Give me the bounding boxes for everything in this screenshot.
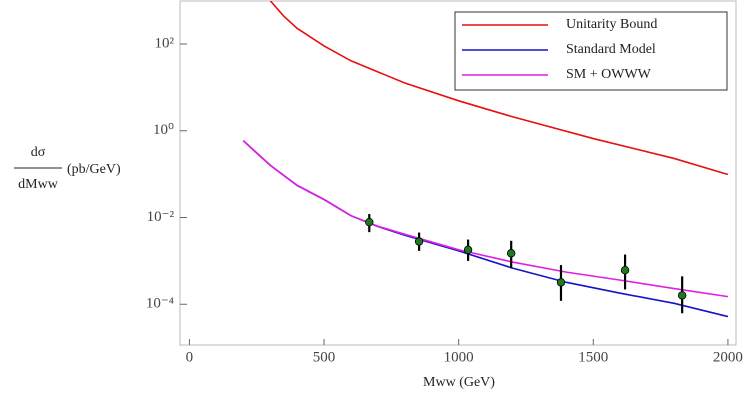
- data-point: [620, 265, 630, 275]
- data-point: [365, 217, 374, 227]
- y-label-unit: (pb/GeV): [67, 162, 121, 177]
- data-point: [556, 278, 566, 287]
- legend-label: SM + OWWW: [566, 67, 652, 82]
- line: [242, 140, 729, 318]
- line: [269, 1, 729, 176]
- y-tick-label: 10⁻²: [147, 209, 175, 225]
- data-point: [463, 245, 473, 255]
- data-point: [414, 237, 424, 246]
- plot-frame: [179, 0, 737, 346]
- x-tick-label: 0: [186, 349, 194, 365]
- y-label-denominator: dMww: [18, 177, 59, 192]
- x-tick-label: 500: [313, 349, 336, 365]
- data-point: [677, 291, 687, 300]
- legend-label: Standard Model: [566, 42, 656, 57]
- data-point: [506, 249, 516, 258]
- x-tick-label: 2000: [713, 349, 743, 365]
- x-label: Mww (GeV): [423, 375, 495, 390]
- y-tick-label: 10⁰: [153, 122, 174, 138]
- legend-label: Unitarity Bound: [566, 17, 657, 32]
- x-tick-label: 1000: [444, 349, 474, 365]
- y-tick-label: 10²: [155, 35, 175, 51]
- y-tick-label: 10⁻⁴: [146, 296, 174, 312]
- x-tick-label: 1500: [578, 349, 608, 365]
- plot-area: [242, 1, 729, 318]
- line: [242, 140, 729, 298]
- y-label-numerator: dσ: [31, 145, 46, 160]
